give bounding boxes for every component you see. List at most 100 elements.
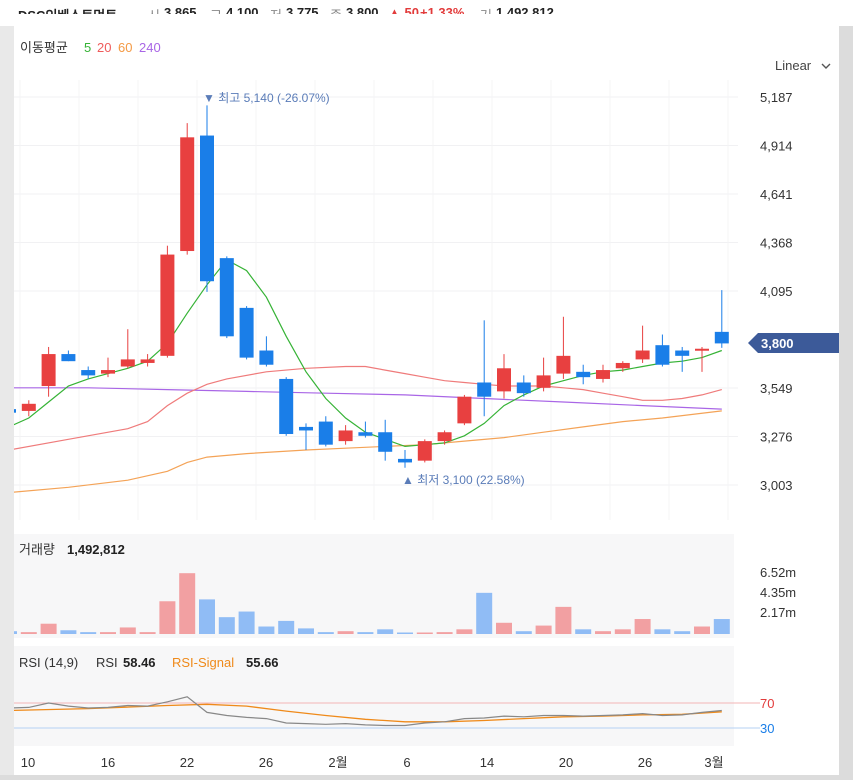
rsi-signal-value: 55.66 bbox=[246, 655, 279, 670]
date-axis-label: 6 bbox=[403, 755, 410, 770]
candle bbox=[516, 375, 531, 397]
ma240-line bbox=[9, 387, 722, 410]
date-axis-label: 14 bbox=[480, 755, 494, 770]
candle bbox=[239, 306, 254, 360]
candle bbox=[338, 425, 353, 445]
left-edge-strip bbox=[0, 0, 14, 775]
volume-bar bbox=[674, 631, 691, 634]
volume-bar bbox=[377, 629, 394, 634]
candle bbox=[21, 400, 36, 417]
candle-body bbox=[101, 370, 115, 374]
candle bbox=[655, 334, 670, 367]
candle-body bbox=[81, 370, 96, 376]
volume-bar bbox=[80, 632, 97, 634]
candle-body bbox=[576, 371, 591, 378]
min-price-annotation: ▲ 최저 3,100 (22.58%) bbox=[402, 473, 525, 487]
candle-body bbox=[180, 137, 195, 252]
rsi-panel-bg bbox=[14, 646, 734, 746]
volume-bar bbox=[535, 625, 552, 634]
candle-body bbox=[695, 348, 709, 351]
moving-average-lines bbox=[8, 259, 723, 494]
candle bbox=[41, 346, 56, 397]
date-axis-label: 10 bbox=[21, 755, 35, 770]
chevron-down-icon[interactable] bbox=[821, 63, 831, 69]
price-tick-label: 3,276 bbox=[760, 430, 793, 445]
volume-bar bbox=[20, 632, 37, 634]
volume-panel-value: 1,492,812 bbox=[67, 542, 125, 557]
volume-bar bbox=[555, 606, 572, 634]
candle-body bbox=[41, 354, 56, 387]
scale-dropdown-value[interactable]: Linear bbox=[775, 58, 812, 73]
candle-body bbox=[378, 432, 393, 452]
candle-body bbox=[477, 382, 492, 397]
ma5-legend[interactable]: 5 bbox=[84, 40, 91, 55]
rsi-label: RSI bbox=[96, 655, 118, 670]
price-tick-label: 5,187 bbox=[760, 90, 793, 105]
volume-tick-mid: 4.35m bbox=[760, 585, 796, 600]
volume-bar bbox=[139, 632, 156, 634]
volume-bar bbox=[278, 620, 295, 634]
rsi-tick-70: 70 bbox=[760, 696, 774, 711]
rsi-panel-label: RSI (14,9) bbox=[19, 655, 78, 670]
volume-bar bbox=[397, 632, 413, 634]
candle bbox=[2, 398, 16, 420]
volume-bar bbox=[713, 619, 730, 634]
candle-body bbox=[2, 409, 16, 413]
candle-body bbox=[635, 350, 650, 360]
candle bbox=[714, 290, 729, 348]
date-axis-label: 2월 bbox=[328, 755, 347, 770]
candle-body bbox=[655, 345, 670, 365]
date-axis-label: 22 bbox=[180, 755, 194, 770]
candle bbox=[200, 105, 214, 292]
candle-body bbox=[714, 331, 729, 344]
chart-panel: 이동평균 5 20 60 240 Linear 5,187 4,914 4,641 4… bbox=[1, 14, 850, 775]
volume-panel-label: 거래량 bbox=[19, 542, 55, 557]
stock-chart[interactable]: 이동평균 5 20 60 240 Linear 5,187 4,914 4,641 4… bbox=[1, 14, 850, 775]
volume-bar bbox=[436, 632, 453, 634]
current-price-tag-value: 3,800 bbox=[761, 336, 794, 351]
candle bbox=[378, 419, 393, 461]
candle-body bbox=[358, 432, 373, 436]
ma60-line bbox=[8, 410, 722, 494]
volume-bar bbox=[60, 630, 77, 634]
volume-bar bbox=[40, 623, 57, 634]
ma20-legend[interactable]: 20 bbox=[97, 40, 111, 55]
scale-dropdown[interactable]: Linear bbox=[775, 58, 831, 73]
volume-bar bbox=[416, 632, 433, 634]
volume-tick-low: 2.17m bbox=[760, 605, 796, 620]
candle-body bbox=[200, 135, 214, 282]
volume-panel-bg bbox=[14, 534, 734, 638]
candle-body bbox=[299, 426, 313, 431]
candle bbox=[81, 366, 96, 379]
rsi-lines bbox=[8, 696, 722, 727]
date-axis-label: 3월 bbox=[704, 755, 723, 770]
volume-bar bbox=[258, 626, 275, 634]
ma-legend-label: 이동평균 bbox=[20, 40, 68, 55]
candle-body bbox=[239, 307, 254, 358]
current-price-tag-shape bbox=[748, 333, 850, 353]
candle bbox=[695, 346, 709, 372]
candle bbox=[299, 423, 313, 451]
rsi-signal-label: RSI-Signal bbox=[172, 655, 234, 670]
candle bbox=[160, 245, 175, 358]
candle bbox=[279, 377, 294, 436]
volume-bar bbox=[100, 632, 116, 634]
date-axis-label: 26 bbox=[259, 755, 273, 770]
volume-bar bbox=[456, 629, 473, 634]
ma240-legend[interactable]: 240 bbox=[139, 40, 161, 55]
candle bbox=[497, 354, 511, 399]
price-tick-label: 4,095 bbox=[760, 284, 793, 299]
candle bbox=[536, 357, 551, 392]
price-tick-label: 3,003 bbox=[760, 478, 793, 493]
candle-body bbox=[417, 441, 432, 461]
candle-body bbox=[259, 350, 274, 365]
candle-body bbox=[279, 378, 294, 435]
candle bbox=[556, 316, 571, 379]
candle bbox=[635, 325, 650, 363]
candle-body bbox=[219, 258, 234, 337]
candle-body bbox=[437, 432, 452, 442]
ma60-legend[interactable]: 60 bbox=[118, 40, 132, 55]
date-axis: 10 16 22 26 2월 6 14 20 26 3월 bbox=[21, 755, 724, 770]
candle bbox=[180, 123, 195, 255]
candle bbox=[417, 439, 432, 463]
